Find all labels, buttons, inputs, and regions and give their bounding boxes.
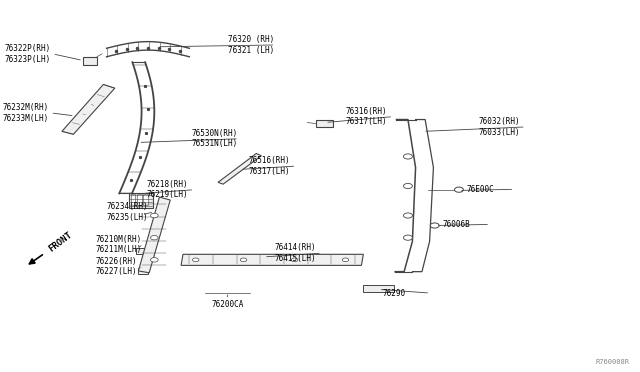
Text: R760008R: R760008R bbox=[595, 359, 629, 365]
Text: 76414(RH)
76415(LH): 76414(RH) 76415(LH) bbox=[274, 244, 316, 263]
Text: 76320 (RH)
76321 (LH): 76320 (RH) 76321 (LH) bbox=[228, 35, 274, 55]
Text: 76234(RH)
76235(LH): 76234(RH) 76235(LH) bbox=[106, 202, 148, 222]
Text: 76316(RH)
76317(LH): 76316(RH) 76317(LH) bbox=[346, 107, 387, 126]
Circle shape bbox=[150, 235, 158, 240]
Text: 76232M(RH)
76233M(LH): 76232M(RH) 76233M(LH) bbox=[3, 103, 49, 123]
Text: 76516(RH)
76317(LH): 76516(RH) 76317(LH) bbox=[248, 156, 291, 176]
FancyBboxPatch shape bbox=[136, 248, 148, 254]
Circle shape bbox=[403, 183, 412, 189]
Circle shape bbox=[291, 258, 298, 262]
Text: FRONT: FRONT bbox=[47, 230, 74, 254]
Text: 76E00C: 76E00C bbox=[467, 185, 494, 194]
Circle shape bbox=[193, 258, 199, 262]
Text: 76226(RH)
76227(LH): 76226(RH) 76227(LH) bbox=[96, 257, 138, 276]
Text: 76210M(RH)
76211M(LH): 76210M(RH) 76211M(LH) bbox=[96, 235, 142, 254]
FancyBboxPatch shape bbox=[138, 268, 148, 274]
Polygon shape bbox=[181, 254, 364, 265]
Text: 76218(RH)
76219(LH): 76218(RH) 76219(LH) bbox=[147, 180, 188, 199]
Text: 76322P(RH)
76323P(LH): 76322P(RH) 76323P(LH) bbox=[4, 44, 51, 64]
Circle shape bbox=[403, 235, 412, 240]
Circle shape bbox=[150, 213, 158, 218]
Text: 76290: 76290 bbox=[383, 289, 406, 298]
FancyBboxPatch shape bbox=[137, 194, 141, 205]
Text: 76032(RH)
76033(LH): 76032(RH) 76033(LH) bbox=[478, 117, 520, 137]
Circle shape bbox=[430, 223, 439, 228]
FancyBboxPatch shape bbox=[129, 193, 153, 208]
Circle shape bbox=[403, 213, 412, 218]
Circle shape bbox=[403, 154, 412, 159]
Text: 76200CA: 76200CA bbox=[211, 300, 244, 309]
Circle shape bbox=[454, 187, 463, 192]
Polygon shape bbox=[62, 84, 115, 134]
FancyBboxPatch shape bbox=[131, 194, 135, 205]
FancyBboxPatch shape bbox=[83, 57, 97, 65]
Circle shape bbox=[241, 258, 246, 262]
FancyBboxPatch shape bbox=[364, 285, 394, 292]
Circle shape bbox=[150, 258, 158, 262]
Text: 76530N(RH)
76531N(LH): 76530N(RH) 76531N(LH) bbox=[191, 129, 237, 148]
Circle shape bbox=[342, 258, 349, 262]
FancyBboxPatch shape bbox=[316, 120, 333, 127]
FancyBboxPatch shape bbox=[143, 194, 148, 205]
Polygon shape bbox=[138, 197, 170, 273]
Text: 76006B: 76006B bbox=[442, 220, 470, 229]
Polygon shape bbox=[218, 154, 261, 184]
